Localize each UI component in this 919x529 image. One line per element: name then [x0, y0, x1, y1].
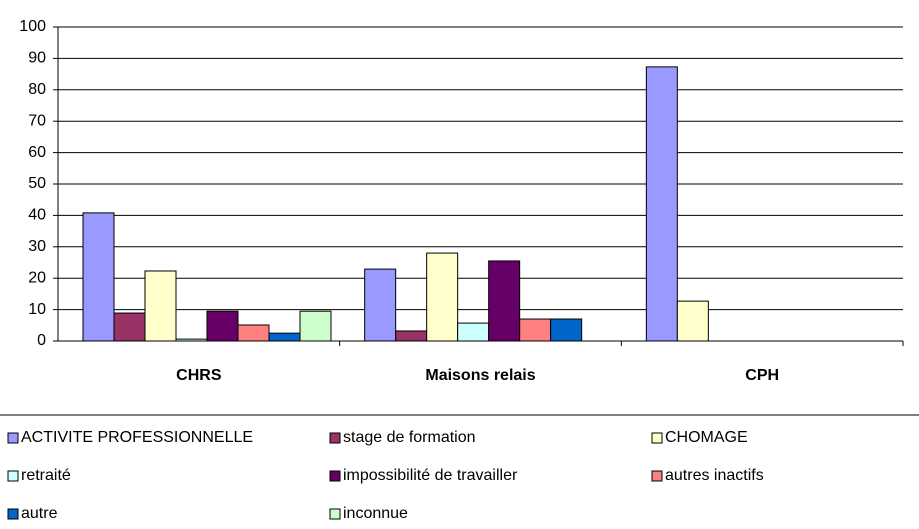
- y-tick-label: 50: [28, 175, 46, 192]
- y-tick-label: 80: [28, 81, 46, 98]
- bar: [676, 300, 709, 342]
- legend-label: inconnue: [343, 505, 408, 522]
- y-tick-label: 100: [19, 18, 46, 35]
- bar: [144, 270, 177, 342]
- bar: [364, 268, 397, 342]
- legend-swatch: [329, 470, 341, 482]
- legend-label: impossibilité de travailler: [343, 467, 518, 484]
- legend-swatch: [651, 470, 663, 482]
- bar: [175, 338, 208, 342]
- bar: [395, 330, 428, 342]
- y-tick-label: 30: [28, 238, 46, 255]
- bar: [113, 312, 146, 342]
- bar: [550, 318, 583, 342]
- bar: [206, 310, 239, 342]
- y-tick-label: 20: [28, 269, 46, 286]
- bar: [488, 260, 521, 342]
- x-tick-label: Maisons relais: [425, 367, 535, 384]
- bar: [457, 322, 490, 342]
- legend-label: autres inactifs: [665, 467, 764, 484]
- legend-label: stage de formation: [343, 429, 476, 446]
- legend-swatch: [7, 432, 19, 444]
- bar: [645, 66, 678, 342]
- legend-label: CHOMAGE: [665, 429, 748, 446]
- x-tick-label: CPH: [745, 367, 779, 384]
- legend-swatch: [329, 508, 341, 520]
- legend-swatch: [7, 470, 19, 482]
- bar: [82, 212, 115, 342]
- bar: [268, 332, 301, 342]
- y-tick-label: 70: [28, 112, 46, 129]
- bar: [426, 252, 459, 342]
- legend-swatch: [329, 432, 341, 444]
- y-tick-label: 60: [28, 144, 46, 161]
- x-tick-label: CHRS: [176, 367, 222, 384]
- bar: [299, 310, 332, 342]
- legend-swatch: [7, 508, 19, 520]
- legend-swatch: [651, 432, 663, 444]
- bar: [519, 318, 552, 342]
- y-tick-label: 40: [28, 207, 46, 224]
- y-tick-label: 90: [28, 50, 46, 67]
- legend-label: retraité: [21, 467, 71, 484]
- y-tick-label: 10: [28, 301, 46, 318]
- y-tick-label: 0: [37, 332, 46, 349]
- bar: [237, 324, 270, 342]
- legend-label: autre: [21, 505, 58, 522]
- legend-label: ACTIVITE PROFESSIONNELLE: [21, 429, 253, 446]
